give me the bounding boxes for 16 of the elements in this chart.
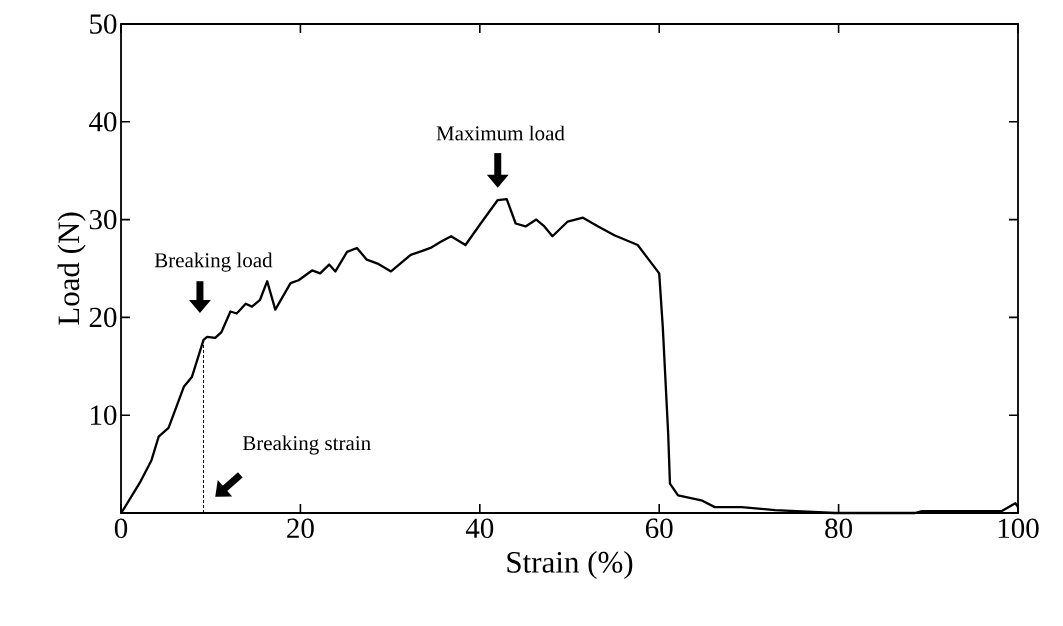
- x-axis-title: Strain (%): [507, 550, 633, 580]
- y-tick-label: 50: [90, 14, 117, 34]
- annotation: Breaking load: [154, 252, 273, 272]
- y-tick-label: 40: [89, 112, 117, 132]
- x-tick-label: 0: [114, 518, 128, 539]
- x-tick-label: 60: [645, 518, 673, 539]
- y-tick-label: 10: [91, 405, 117, 425]
- x-tick-label: 20: [287, 518, 314, 539]
- annotation: Maximum load: [436, 125, 565, 141]
- y-tick-label: 30: [89, 209, 117, 230]
- y-axis-title: Load (N): [57, 212, 86, 325]
- y-tick-label: 20: [89, 307, 117, 328]
- annotation: Breaking strain: [242, 435, 371, 455]
- x-tick-label: 100: [998, 518, 1039, 539]
- x-tick-label: 40: [465, 518, 494, 539]
- x-tick-label: 80: [825, 518, 852, 539]
